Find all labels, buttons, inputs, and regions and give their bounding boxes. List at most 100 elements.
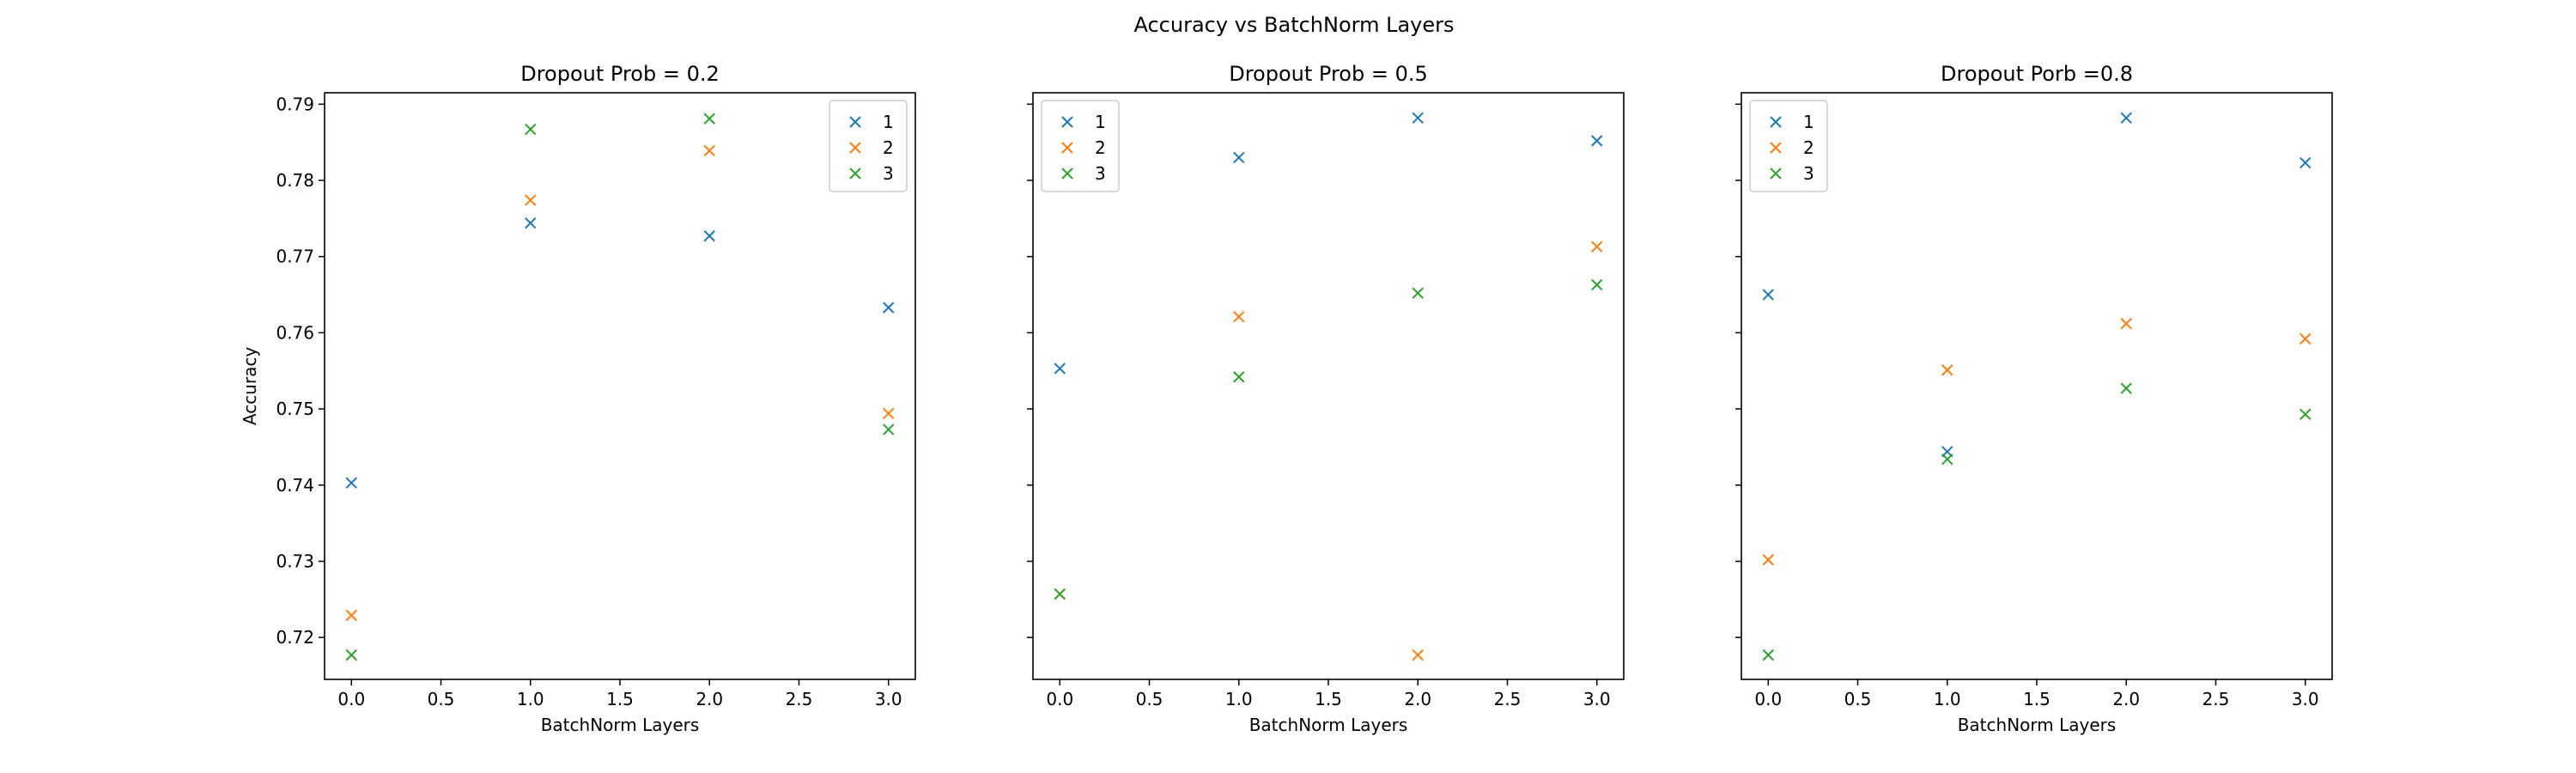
y-tick-label: 0.74 [276, 475, 314, 496]
x-tick-label: 2.5 [2202, 689, 2230, 709]
data-point [345, 609, 357, 622]
legend-marker [1061, 142, 1073, 154]
data-point [1412, 287, 1424, 299]
legend-item: 2 [1770, 137, 1814, 158]
legend: 1 2 3 [1041, 100, 1120, 192]
data-point [2300, 332, 2312, 345]
series-3 [345, 113, 895, 661]
data-point [525, 123, 537, 136]
data-point [1591, 240, 1603, 253]
subplots: Dropout Prob = 0.2 0.0 0.5 1.0 1.5 2.0 2.5 3.0 0… [240, 62, 2333, 735]
legend-item: 1 [1770, 112, 1814, 132]
data-point [703, 113, 715, 125]
data-point [1233, 151, 1245, 164]
y-tick-label: 0.78 [276, 170, 314, 191]
data-point [1941, 453, 1953, 466]
x-axis-label: BatchNorm Layers [1958, 715, 2117, 735]
legend-item: 2 [849, 137, 894, 158]
data-point [1762, 648, 1774, 661]
x-tick-label: 0.5 [1136, 689, 1163, 709]
y-axis-label: Accuracy [240, 347, 260, 425]
subplot-title: Dropout Prob = 0.5 [1229, 62, 1428, 86]
x-tick-label: 3.0 [2292, 689, 2319, 709]
subplot-2: Dropout Prob = 0.5 0.0 0.5 1.0 1.5 2.0 2.5 3.0 B… [1027, 62, 1625, 735]
legend: 1 2 3 [829, 100, 908, 192]
series-3 [1054, 278, 1603, 600]
data-point [2300, 408, 2312, 421]
x-tick-label: 0.5 [428, 689, 455, 709]
series-1 [1054, 112, 1603, 374]
x-tick-label: 2.5 [786, 689, 813, 709]
legend-label: 2 [1095, 137, 1106, 158]
y-tick-label: 0.79 [276, 94, 314, 114]
data-point [883, 407, 895, 420]
y-tick-label: 0.72 [276, 627, 314, 648]
series-2 [345, 144, 895, 622]
x-tick-label: 1.0 [1934, 689, 1961, 709]
data-point [1054, 587, 1066, 600]
x-axis-label: BatchNorm Layers [541, 715, 700, 735]
x-tick-label: 1.5 [606, 689, 634, 709]
legend-box [1749, 100, 1828, 192]
data-point [703, 230, 715, 242]
plot-frame [1741, 92, 2333, 680]
legend-marker [1061, 167, 1073, 180]
legend-marker [849, 142, 861, 154]
data-point [1233, 311, 1245, 323]
data-point [1941, 364, 1953, 376]
subplot-title: Dropout Porb =0.8 [1941, 62, 2133, 86]
subplot-title: Dropout Prob = 0.2 [520, 62, 720, 86]
data-point [883, 423, 895, 435]
subplot-1: Dropout Prob = 0.2 0.0 0.5 1.0 1.5 2.0 2.5 3.0 0… [240, 62, 916, 735]
legend-label: 3 [1095, 163, 1106, 184]
legend-label: 1 [883, 112, 894, 132]
x-tick-label: 1.5 [1315, 689, 1342, 709]
plot-frame [324, 92, 916, 680]
legend-item: 1 [849, 112, 894, 132]
legend-marker [1770, 142, 1782, 154]
data-point [2300, 156, 2312, 169]
subplot-3: Dropout Porb =0.8 0.0 0.5 1.0 1.5 2.0 2.5 3.0 Ba… [1735, 62, 2333, 735]
data-point [703, 144, 715, 157]
data-point [525, 194, 537, 206]
legend: 1 2 3 [1749, 100, 1828, 192]
legend-box [829, 100, 908, 192]
x-tick-label: 0.0 [1754, 689, 1782, 709]
data-point [345, 477, 357, 489]
series-1 [345, 216, 895, 489]
legend-label: 1 [1095, 112, 1106, 132]
x-tick-label: 0.0 [337, 689, 365, 709]
x-tick-label: 3.0 [875, 689, 902, 709]
series-3 [1762, 382, 2312, 661]
x-tick-label: 2.5 [1494, 689, 1522, 709]
plot-frame [1032, 92, 1625, 680]
legend-label: 2 [883, 137, 894, 158]
data-point [1412, 112, 1424, 124]
data-point [525, 216, 537, 229]
legend-item: 3 [1061, 163, 1106, 184]
legend-label: 2 [1803, 137, 1814, 158]
x-tick-label: 2.0 [696, 689, 723, 709]
legend-item: 3 [849, 163, 894, 184]
legend-marker [1061, 116, 1073, 128]
x-tick-label: 2.0 [1404, 689, 1431, 709]
legend-label: 3 [1803, 163, 1814, 184]
x-tick-label: 2.0 [2112, 689, 2140, 709]
data-point [345, 648, 357, 661]
x-tick-label: 1.0 [1225, 689, 1253, 709]
x-tick-label: 3.0 [1583, 689, 1611, 709]
data-point [1412, 648, 1424, 661]
legend-item: 1 [1061, 112, 1106, 132]
y-tick-label: 0.75 [276, 399, 314, 419]
legend-label: 1 [1803, 112, 1814, 132]
data-point [2120, 112, 2132, 124]
legend-label: 3 [883, 163, 894, 184]
legend-marker [849, 167, 861, 180]
data-point [1762, 289, 1774, 301]
y-tick-label: 0.76 [276, 322, 314, 343]
legend-box [1041, 100, 1120, 192]
data-point [1762, 554, 1774, 566]
series-2 [1762, 318, 2312, 566]
